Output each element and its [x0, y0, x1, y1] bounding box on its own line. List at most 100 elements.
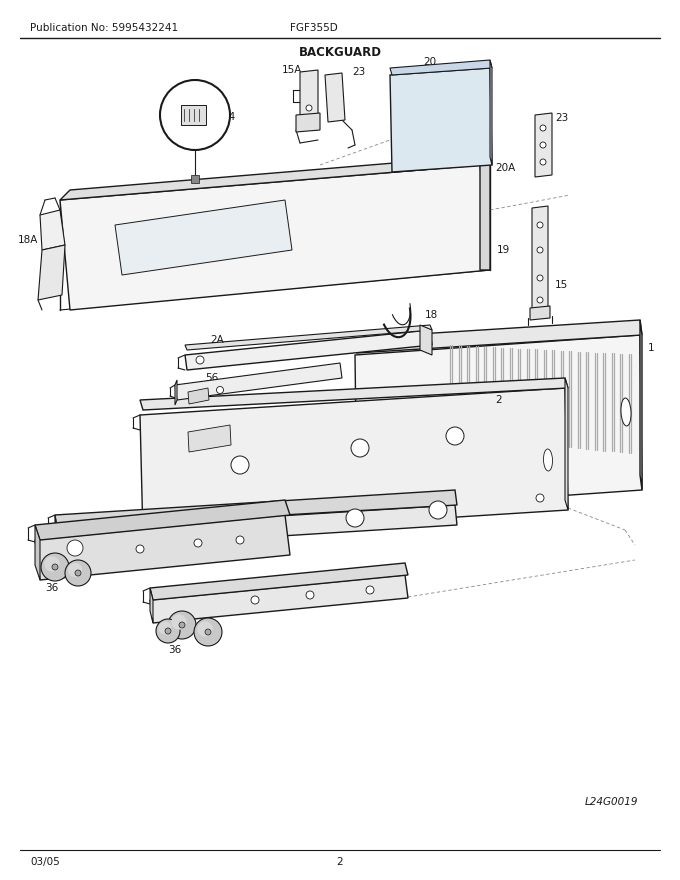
- Polygon shape: [565, 378, 568, 510]
- Circle shape: [540, 125, 546, 131]
- Circle shape: [167, 522, 173, 528]
- Circle shape: [537, 247, 543, 253]
- Text: 18A: 18A: [18, 235, 38, 245]
- Text: 20A: 20A: [495, 163, 515, 173]
- Circle shape: [52, 564, 58, 570]
- Polygon shape: [35, 525, 40, 580]
- Text: 36: 36: [45, 583, 58, 593]
- Polygon shape: [532, 206, 548, 312]
- Text: 19: 19: [497, 245, 510, 255]
- Polygon shape: [35, 500, 290, 540]
- Circle shape: [231, 456, 249, 474]
- Circle shape: [216, 386, 224, 393]
- Circle shape: [251, 596, 259, 604]
- Text: 42: 42: [255, 503, 268, 513]
- Text: 18: 18: [425, 310, 438, 320]
- Polygon shape: [185, 325, 432, 350]
- Text: 2A: 2A: [210, 335, 224, 345]
- Text: 24: 24: [222, 112, 235, 122]
- Text: BACKGUARD: BACKGUARD: [299, 46, 381, 58]
- Circle shape: [231, 523, 249, 541]
- Circle shape: [540, 142, 546, 148]
- Ellipse shape: [543, 449, 553, 471]
- Text: FGF355D: FGF355D: [290, 23, 338, 33]
- Circle shape: [171, 614, 187, 630]
- Circle shape: [351, 439, 369, 457]
- Polygon shape: [185, 330, 432, 370]
- Circle shape: [44, 556, 60, 572]
- Polygon shape: [355, 335, 642, 510]
- Circle shape: [197, 621, 213, 637]
- Circle shape: [75, 570, 81, 576]
- Polygon shape: [296, 113, 320, 132]
- Circle shape: [165, 628, 171, 634]
- Circle shape: [65, 560, 91, 586]
- Circle shape: [194, 618, 222, 646]
- Circle shape: [446, 427, 464, 445]
- Polygon shape: [60, 155, 490, 200]
- Polygon shape: [325, 73, 345, 122]
- Circle shape: [194, 539, 202, 547]
- Polygon shape: [150, 575, 408, 623]
- Polygon shape: [188, 425, 231, 452]
- Text: 1: 1: [648, 343, 655, 353]
- Circle shape: [136, 545, 144, 553]
- Polygon shape: [38, 245, 65, 300]
- Ellipse shape: [621, 398, 631, 426]
- Circle shape: [429, 501, 447, 519]
- Circle shape: [236, 536, 244, 544]
- Polygon shape: [55, 490, 457, 528]
- Polygon shape: [535, 113, 552, 177]
- Polygon shape: [640, 320, 642, 490]
- Text: 23: 23: [352, 67, 365, 77]
- Circle shape: [205, 629, 211, 635]
- Circle shape: [306, 105, 312, 111]
- Polygon shape: [60, 165, 490, 310]
- Circle shape: [67, 540, 83, 556]
- Circle shape: [160, 80, 230, 150]
- Polygon shape: [490, 60, 492, 165]
- Polygon shape: [40, 210, 65, 250]
- Polygon shape: [35, 515, 290, 580]
- Text: 15A: 15A: [282, 65, 303, 75]
- Polygon shape: [175, 380, 177, 405]
- Circle shape: [540, 159, 546, 165]
- Text: Publication No: 5995432241: Publication No: 5995432241: [30, 23, 178, 33]
- Text: 23: 23: [555, 113, 568, 123]
- Polygon shape: [150, 563, 408, 600]
- Circle shape: [179, 622, 185, 628]
- Text: 2: 2: [337, 857, 343, 867]
- Circle shape: [156, 619, 180, 643]
- Circle shape: [168, 611, 196, 639]
- Text: 15: 15: [555, 280, 568, 290]
- Polygon shape: [188, 388, 209, 404]
- Polygon shape: [115, 200, 292, 275]
- Polygon shape: [420, 325, 432, 355]
- Circle shape: [537, 275, 543, 281]
- Polygon shape: [480, 155, 490, 270]
- Text: 56: 56: [205, 373, 218, 383]
- Circle shape: [346, 509, 364, 527]
- Polygon shape: [150, 588, 153, 623]
- Polygon shape: [191, 175, 199, 183]
- Circle shape: [537, 222, 543, 228]
- Circle shape: [306, 591, 314, 599]
- Polygon shape: [55, 505, 457, 550]
- Polygon shape: [390, 68, 492, 172]
- Circle shape: [41, 553, 69, 581]
- Polygon shape: [390, 60, 492, 75]
- FancyBboxPatch shape: [181, 105, 206, 125]
- Circle shape: [366, 586, 374, 594]
- Circle shape: [158, 621, 171, 634]
- Text: L24G0019: L24G0019: [585, 797, 638, 807]
- Polygon shape: [140, 388, 568, 537]
- Circle shape: [68, 563, 82, 577]
- Text: 36: 36: [168, 645, 182, 655]
- Text: 20: 20: [424, 57, 437, 67]
- Text: 03/05: 03/05: [30, 857, 60, 867]
- Circle shape: [192, 518, 198, 524]
- Text: 40: 40: [155, 520, 168, 530]
- Polygon shape: [355, 320, 642, 353]
- Polygon shape: [530, 306, 550, 320]
- Text: 2: 2: [495, 395, 502, 405]
